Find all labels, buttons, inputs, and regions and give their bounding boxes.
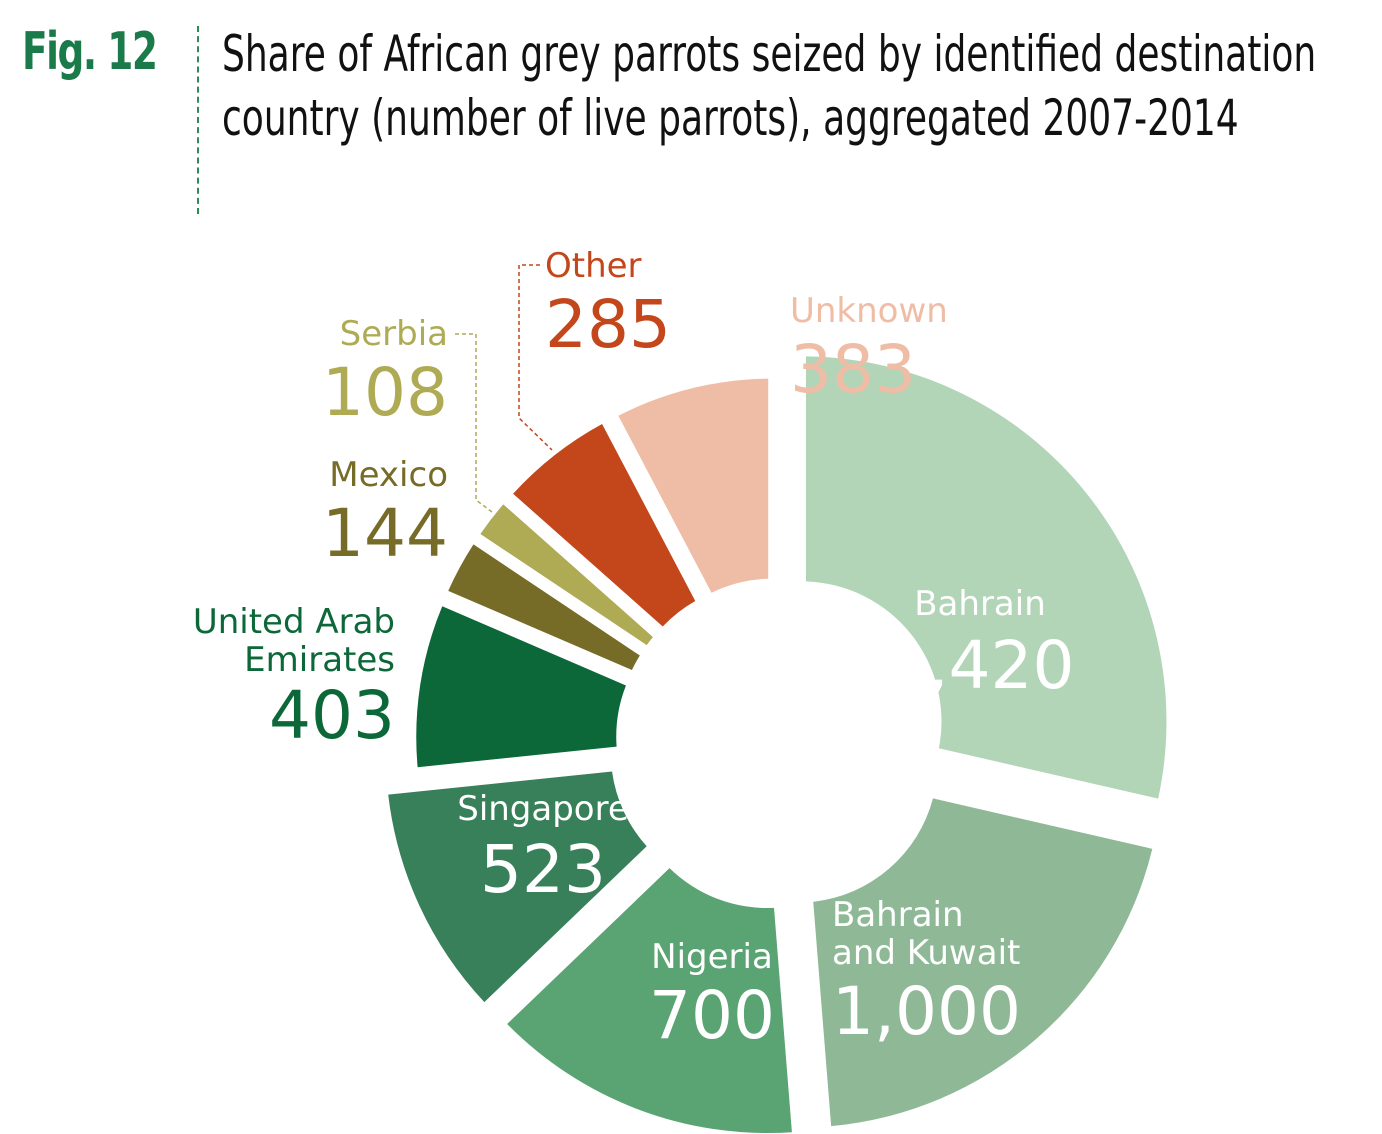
slice-value-unknown: 383 <box>790 331 916 408</box>
slice-label-uae-line2: Emirates <box>244 640 395 680</box>
slice-uae <box>416 606 626 768</box>
leader-lines <box>455 264 553 513</box>
slice-singapore <box>388 771 647 1003</box>
donut-slices <box>388 356 1167 1134</box>
slice-value-bahrain: 1,420 <box>886 627 1075 704</box>
chart-title: Share of African grey parrots seized by … <box>222 25 1317 147</box>
slice-mexico <box>448 544 640 670</box>
slice-label-other: Other <box>545 246 642 286</box>
slice-nigeria <box>507 868 792 1134</box>
slice-label-singapore: Singapore <box>457 789 629 829</box>
slice-value-uae: 403 <box>269 677 395 754</box>
slice-label-nigeria: Nigeria <box>651 937 773 977</box>
slice-value-serbia: 108 <box>322 354 448 431</box>
slice-value-singapore: 523 <box>480 831 606 908</box>
slice-value-bahrain-and-kuwait: 1,000 <box>832 973 1021 1050</box>
slice-serbia <box>480 504 653 646</box>
slice-label-bahrain: Bahrain <box>914 584 1046 624</box>
slice-value-nigeria: 700 <box>649 977 775 1054</box>
slice-value-other: 285 <box>545 286 671 363</box>
slice-other <box>513 423 696 627</box>
slice-unknown <box>618 378 769 593</box>
figure-label: Fig. 12 <box>22 22 158 82</box>
slice-label-uae-line1: United Arab <box>193 602 395 642</box>
slice-label-mexico: Mexico <box>329 455 448 495</box>
leader-line-serbia <box>455 333 493 513</box>
title-divider <box>197 26 199 214</box>
slice-label-bahrain-and-kuwait-line2: and Kuwait <box>832 933 1020 973</box>
leader-line-other <box>518 264 553 451</box>
slice-value-mexico: 144 <box>322 495 448 572</box>
slice-label-serbia: Serbia <box>340 314 448 354</box>
slice-bahrain-and-kuwait <box>813 798 1153 1127</box>
slice-bahrain <box>805 356 1167 799</box>
slice-label-unknown: Unknown <box>790 291 948 331</box>
slice-label-bahrain-and-kuwait-line1: Bahrain <box>832 895 964 935</box>
